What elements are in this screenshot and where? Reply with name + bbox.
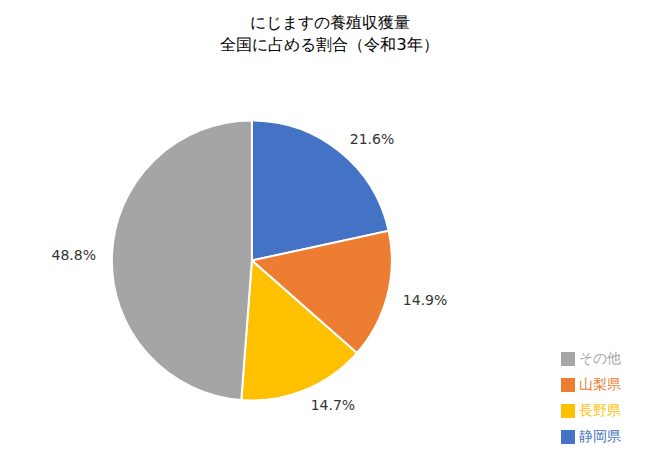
html-text:静岡県: 静岡県 [579,428,621,444]
svg-text:48.8%: 48.8% [51,247,95,263]
html-text:全国に占める割合（令和3年）: 全国に占める割合（令和3年） [220,35,439,54]
svg-text:14.7%: 14.7% [311,397,355,413]
svg-text:21.6%: 21.6% [350,131,394,147]
html-text:山梨県: 山梨県 [579,376,621,392]
svg-text:14.9%: 14.9% [403,292,447,308]
html-text:その他: その他 [579,350,621,366]
html-text:にじますの養殖収獲量: にじますの養殖収獲量 [249,13,410,32]
html-text:長野県: 長野県 [579,402,621,418]
